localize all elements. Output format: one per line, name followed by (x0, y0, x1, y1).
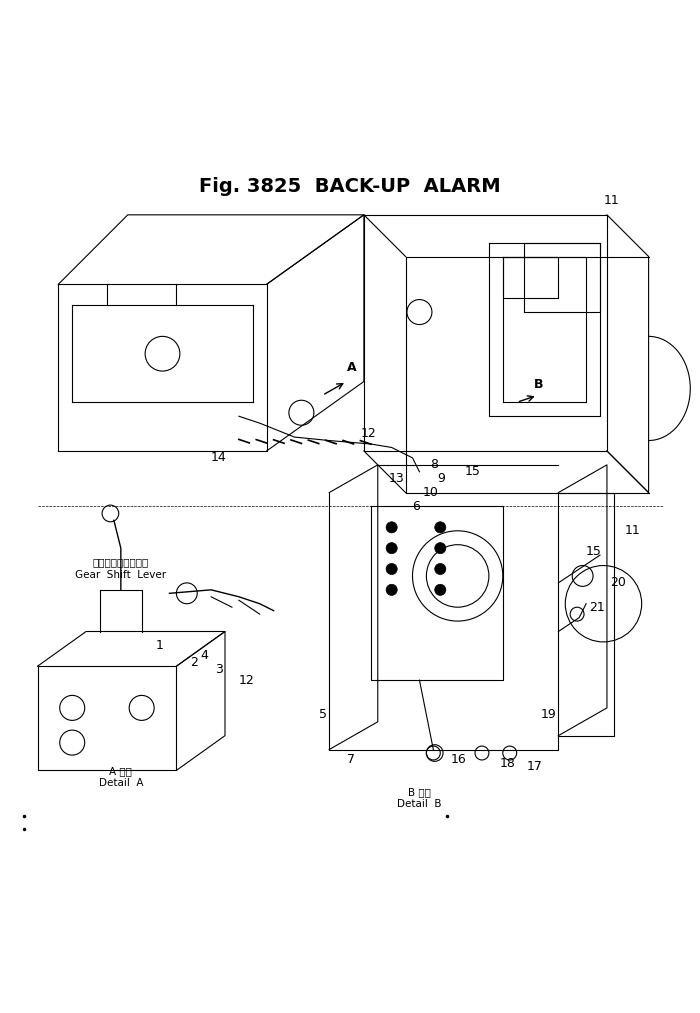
Circle shape (386, 585, 397, 596)
Text: ギヤーシフトレバー: ギヤーシフトレバー (92, 557, 149, 567)
Text: B: B (534, 379, 543, 391)
Text: 16: 16 (451, 754, 466, 767)
Text: 15: 15 (465, 465, 480, 478)
Text: 4: 4 (201, 649, 209, 663)
Text: 5: 5 (318, 708, 327, 721)
Text: 12: 12 (239, 674, 255, 687)
Text: 12: 12 (360, 427, 376, 440)
Text: Gear  Shift  Lever: Gear Shift Lever (76, 570, 167, 580)
Text: 14: 14 (211, 452, 227, 464)
Text: Detail  A: Detail A (99, 778, 143, 788)
Text: Fig. 3825  BACK-UP  ALARM: Fig. 3825 BACK-UP ALARM (199, 176, 500, 196)
Text: B 詳細: B 詳細 (408, 787, 431, 796)
Text: A: A (346, 361, 356, 374)
Circle shape (435, 522, 446, 533)
Circle shape (386, 522, 397, 533)
Text: 17: 17 (527, 761, 543, 773)
Circle shape (435, 563, 446, 574)
Text: 6: 6 (412, 500, 421, 513)
Text: 7: 7 (346, 754, 354, 767)
Text: 20: 20 (610, 576, 626, 590)
Text: 13: 13 (389, 472, 404, 485)
Circle shape (386, 563, 397, 574)
Text: 11: 11 (624, 525, 640, 537)
Text: 11: 11 (603, 194, 620, 208)
Text: 19: 19 (541, 708, 556, 721)
Text: A 詳細: A 詳細 (109, 766, 132, 776)
Text: 8: 8 (430, 458, 438, 471)
Circle shape (435, 543, 446, 554)
Text: 3: 3 (215, 664, 223, 676)
Text: 9: 9 (437, 472, 444, 485)
Text: 15: 15 (586, 545, 602, 558)
Text: 1: 1 (155, 639, 163, 651)
Text: 2: 2 (190, 656, 198, 670)
Circle shape (435, 585, 446, 596)
Text: 10: 10 (423, 486, 439, 499)
Circle shape (386, 543, 397, 554)
Text: 18: 18 (499, 757, 515, 770)
Text: Detail  B: Detail B (397, 799, 442, 809)
Text: 21: 21 (589, 601, 606, 614)
